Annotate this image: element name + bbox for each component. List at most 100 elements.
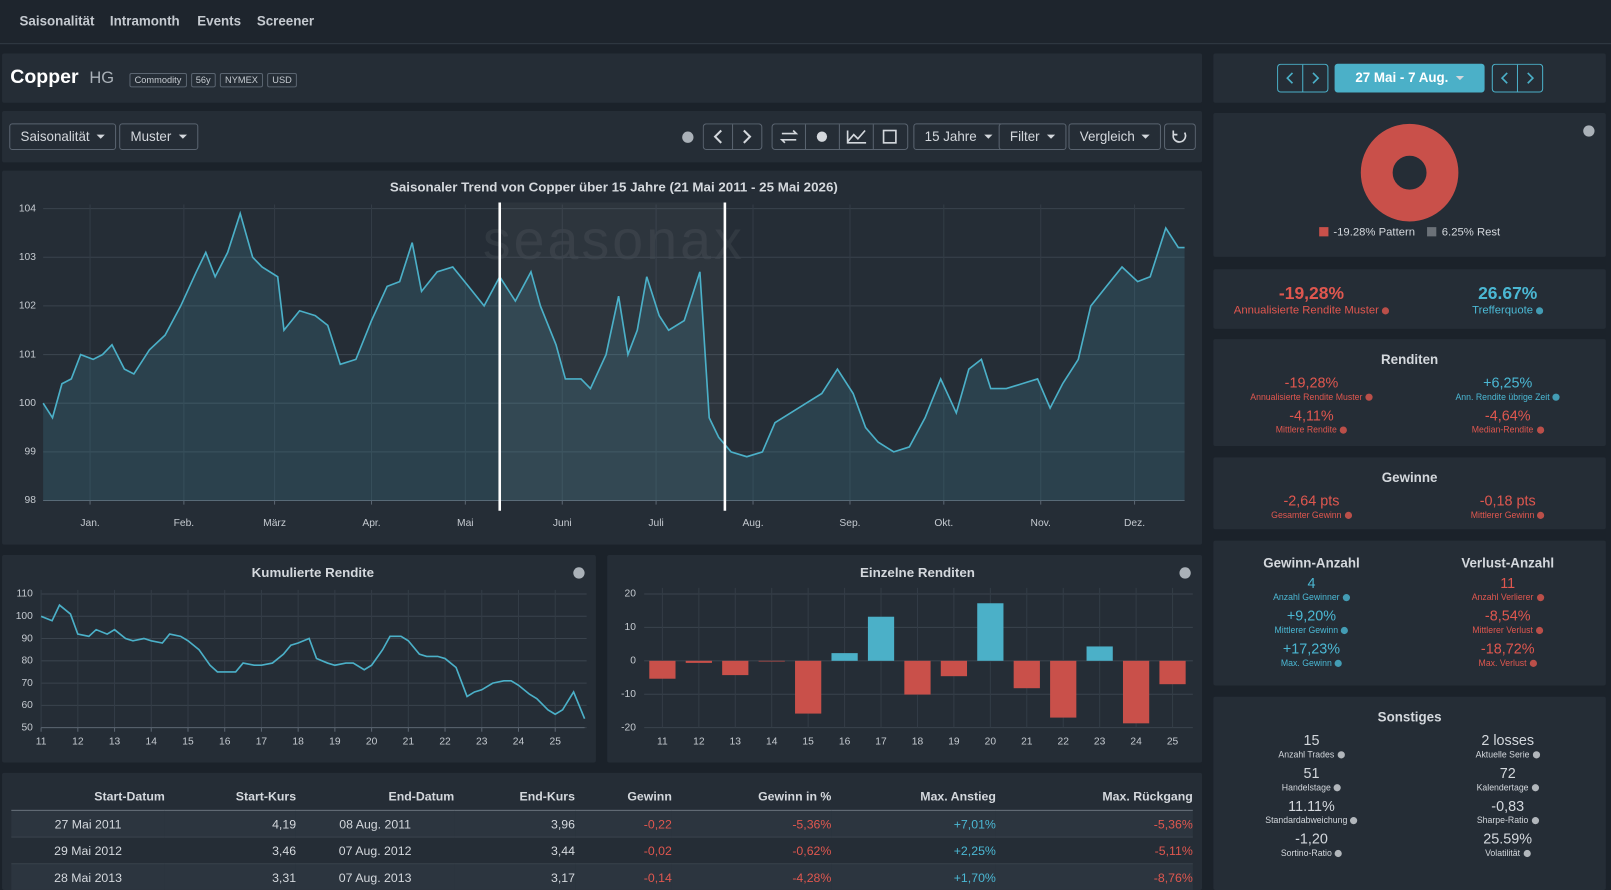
stat-value: +6,25% xyxy=(1483,374,1533,391)
stat-label: Anzahl Verlierer xyxy=(1410,592,1606,603)
stat-label: Sharpe-Ratio xyxy=(1410,815,1606,826)
x-tick-label: Juli xyxy=(648,518,663,529)
column-header: End-Kurs xyxy=(454,783,575,811)
x-tick-label: 12 xyxy=(72,737,84,748)
y-tick-label: 90 xyxy=(21,633,33,644)
stat-label: Mittlerer Gewinn xyxy=(1410,510,1606,521)
section-title: Sonstiges xyxy=(1377,709,1442,725)
help-icon[interactable] xyxy=(1179,567,1191,579)
dropdown[interactable]: Muster xyxy=(119,123,199,151)
stat-value: 51 xyxy=(1303,764,1320,782)
donut-ring xyxy=(1360,123,1459,222)
stat-value: +17,23% xyxy=(1282,640,1341,657)
stat-value: -2,64 pts xyxy=(1283,492,1340,509)
toolbar: Saisonalität Muster 15 Jahre Filter Verg… xyxy=(2,110,1203,163)
nav-item[interactable]: Events xyxy=(197,13,242,29)
stat-label: Mittlerer Gewinn xyxy=(1213,625,1409,636)
reset-button[interactable] xyxy=(1164,123,1196,151)
column-heading: Gewinn-Anzahl xyxy=(1263,554,1360,571)
help-icon[interactable] xyxy=(682,131,694,143)
x-tick-label: Nov. xyxy=(1031,518,1051,529)
bar xyxy=(867,616,895,661)
help-icon[interactable] xyxy=(573,567,585,579)
bar xyxy=(904,660,931,695)
x-tick-label: 24 xyxy=(513,737,525,748)
stat: +6,25% Ann. Rendite übrige Zeit xyxy=(1410,374,1606,403)
x-tick-label: Sep. xyxy=(839,518,860,529)
nav-item[interactable]: Screener xyxy=(256,13,315,29)
highlight-band xyxy=(499,202,725,501)
stat-label: Aktuelle Serie xyxy=(1410,749,1606,760)
dropdown[interactable]: Vergleich xyxy=(1068,123,1162,151)
y-tick-label: 101 xyxy=(19,349,36,360)
legend-item: 6.25% Rest xyxy=(1427,226,1500,238)
cumulative-chart: Kumulierte Rendite 50 60 70 80 90 100 110 11 12 13… xyxy=(16,565,587,748)
bar xyxy=(1050,660,1077,718)
stat-value: -0,83 xyxy=(1491,797,1525,814)
stats-panel: Gewinn-Anzahl Verlust-Anzahl 4 Anzahl Gewin… xyxy=(1213,540,1606,686)
stat: -0,83 Sharpe-Ratio xyxy=(1410,797,1606,826)
tag-list: Commodity 56y NYMEX USD xyxy=(129,70,301,88)
stat: -2,64 pts Gesamter Gewinn xyxy=(1213,492,1409,521)
date-range-button[interactable]: 27 Mai - 7 Aug. xyxy=(1334,63,1485,93)
x-tick-label: 15 xyxy=(182,737,194,748)
x-tick-label: Mai xyxy=(457,518,474,529)
stat-value: 2 losses xyxy=(1481,731,1535,749)
table-cell: +2,25% xyxy=(831,837,996,865)
stat-value: 11.11% xyxy=(1288,797,1335,814)
x-tick-label: 18 xyxy=(912,737,924,748)
bar xyxy=(940,660,968,677)
x-tick-label: 18 xyxy=(292,737,304,748)
stat-label: Anzahl Gewinner xyxy=(1213,592,1409,603)
legend-label: -19.28% Pattern xyxy=(1333,226,1416,239)
stat-label: Median-Rendite xyxy=(1410,424,1606,435)
top-nav: Saisonalität Intramonth Events Screener xyxy=(0,0,1611,45)
summary-grid: -19,28% Annualisierte Rendite Muster 26.67… xyxy=(1213,284,1605,318)
x-tick-label: 13 xyxy=(109,737,121,748)
dropdown[interactable]: 15 Jahre xyxy=(913,123,1004,151)
prev-buttons[interactable] xyxy=(1277,63,1329,93)
asset-name: Copper xyxy=(10,66,79,89)
column-header: Gewinn xyxy=(574,783,672,811)
nav-item[interactable]: Saisonalität xyxy=(19,13,95,29)
donut-panel: -19.28% Pattern 6.25% Rest xyxy=(1213,113,1606,257)
table-cell: 3,46 xyxy=(164,837,297,865)
next-buttons[interactable] xyxy=(1491,63,1544,93)
stat: 11.11% Standardabweichung xyxy=(1213,797,1409,826)
x-tick-label: Jan. xyxy=(80,518,99,529)
cumulative-panel: Kumulierte Rendite 50 60 70 80 90 100 110 11 12 13… xyxy=(2,554,596,763)
stat-value: 15 xyxy=(1303,731,1320,749)
summary-item: 26.67% Trefferquote xyxy=(1410,284,1606,318)
stats-panel: Gewinne -2,64 pts Gesamter Gewinn -0,18 pts… xyxy=(1213,457,1606,530)
y-tick-label: 103 xyxy=(19,252,36,263)
summary-value: 26.67% xyxy=(1478,283,1538,304)
x-tick-label: 11 xyxy=(657,737,668,748)
dropdown[interactable]: Saisonalität xyxy=(9,123,117,151)
stats-panel: Renditen -19,28% Annualisierte Rendite Mus… xyxy=(1213,339,1606,447)
help-icon[interactable] xyxy=(1583,125,1595,137)
table-cell: -8,76% xyxy=(995,863,1193,890)
nav-buttons[interactable] xyxy=(702,123,763,151)
bar xyxy=(758,660,785,662)
x-tick-label: 19 xyxy=(948,737,960,748)
stat: 2 losses Aktuelle Serie xyxy=(1410,732,1606,761)
toolbar-icons xyxy=(702,123,1196,151)
area xyxy=(43,213,1185,501)
legend-label: 6.25% Rest xyxy=(1441,226,1501,239)
trades-table: Start-Datum Start-Kurs End-Datum End-Kurs Ge… xyxy=(11,783,1193,890)
stat-label: Mittlerer Verlust xyxy=(1410,625,1606,636)
stat: -8,54% Mittlerer Verlust xyxy=(1410,607,1606,636)
table-cell: +7,01% xyxy=(831,810,996,838)
table-cell: 3,96 xyxy=(454,810,575,838)
view-buttons[interactable] xyxy=(771,123,909,151)
column-heading: Verlust-Anzahl xyxy=(1461,554,1555,571)
x-tick-label: 14 xyxy=(146,737,158,748)
stat-value: 72 xyxy=(1499,764,1516,782)
tag: USD xyxy=(267,72,297,88)
stats-grid: -2,64 pts Gesamter Gewinn -0,18 pts Mittler… xyxy=(1213,492,1605,521)
dropdown[interactable]: Filter xyxy=(998,123,1067,151)
table-cell: 4,19 xyxy=(164,810,297,838)
nav-item[interactable]: Intramonth xyxy=(109,13,180,29)
y-tick-label: -10 xyxy=(621,689,636,700)
stat-label: Kalendertage xyxy=(1410,782,1606,793)
